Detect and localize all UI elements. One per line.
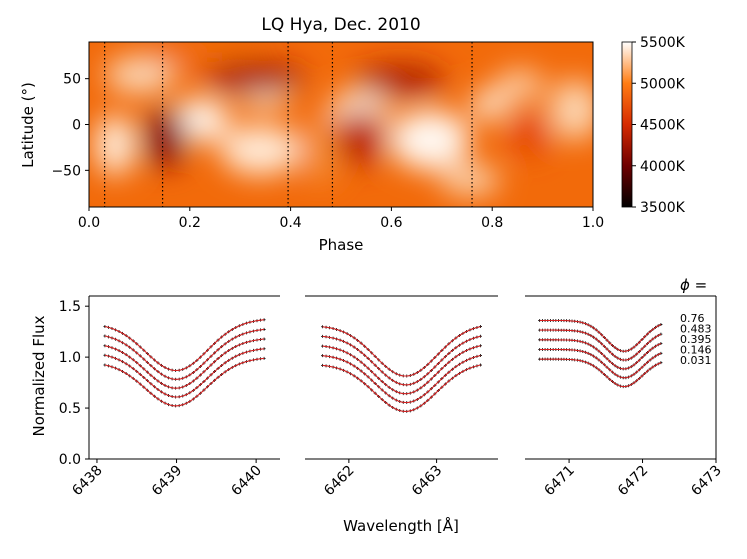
model-profile xyxy=(539,319,662,352)
colorbar-tick-label: 5000K xyxy=(640,76,686,92)
phase-legend-item: 0.146 xyxy=(680,344,712,357)
colorbar-tick-label: 3500K xyxy=(640,200,686,216)
map-title: LQ Hya, Dec. 2010 xyxy=(261,15,420,35)
model-profile xyxy=(104,328,265,380)
map-y-tick-label: 0 xyxy=(72,118,81,134)
temperature-map xyxy=(89,42,593,207)
colorbar xyxy=(621,41,633,208)
colorbar-ticks: 5500K 5000K 4500K 4000K 3500K xyxy=(632,35,686,216)
colorbar-tick-label: 5500K xyxy=(640,35,686,51)
spectrum-panel: 6462 6463 xyxy=(305,295,498,500)
flux-tick-label: 1.0 xyxy=(59,350,81,366)
wavelength-tick-label: 6473 xyxy=(688,463,725,500)
model-profile xyxy=(104,357,265,407)
wavelength-tick-label: 6472 xyxy=(615,463,652,500)
model-profile xyxy=(104,348,265,398)
map-x-tick-label: 0.4 xyxy=(279,215,301,231)
map-axes: 0.0 0.2 0.4 0.6 0.8 1.0 50 0 −50 xyxy=(51,72,604,231)
model-profile xyxy=(322,345,481,395)
model-profile xyxy=(322,326,481,377)
spectra-ylabel: Normalized Flux xyxy=(30,315,48,436)
flux-tick-label: 0.5 xyxy=(59,401,81,417)
model-profile xyxy=(539,358,662,388)
map-x-tick-label: 1.0 xyxy=(582,215,604,231)
wavelength-tick-label: 6440 xyxy=(228,463,265,500)
flux-tick-label: 0.0 xyxy=(59,452,81,468)
map-xlabel: Phase xyxy=(319,236,364,254)
model-profile xyxy=(322,354,481,404)
phase-legend-item: 0.031 xyxy=(680,354,712,367)
observed-profile xyxy=(103,318,266,372)
wavelength-tick-label: 6439 xyxy=(149,463,186,500)
phase-legend-item: 0.483 xyxy=(680,323,712,336)
map-x-tick-label: 0.0 xyxy=(78,215,100,231)
model-profile xyxy=(539,329,662,361)
map-y-tick-label: −50 xyxy=(51,163,81,179)
wavelength-tick-label: 6463 xyxy=(409,463,446,500)
wavelength-tick-label: 6471 xyxy=(541,463,578,500)
map-y-tick-label: 50 xyxy=(63,72,81,88)
colorbar-tick-label: 4500K xyxy=(640,118,686,134)
spectra-xlabel: Wavelength [Å] xyxy=(343,516,459,535)
model-profile xyxy=(104,319,265,372)
observed-profile xyxy=(103,347,266,399)
phase-legend-item: 0.76 xyxy=(680,312,705,325)
map-x-tick-label: 0.6 xyxy=(380,215,402,231)
phase-legend-item: 0.395 xyxy=(680,333,712,346)
flux-tick-label: 1.5 xyxy=(59,299,81,315)
phase-legend-title: ϕ = xyxy=(680,276,707,294)
map-x-tick-label: 0.2 xyxy=(179,215,201,231)
model-profile xyxy=(539,348,662,379)
colorbar-tick-label: 4000K xyxy=(640,159,686,175)
model-profile xyxy=(104,338,265,389)
model-profile xyxy=(539,339,662,370)
map-x-tick-label: 0.8 xyxy=(481,215,503,231)
model-profile xyxy=(322,335,481,386)
model-profile xyxy=(322,364,481,412)
map-ylabel: Latitude (°) xyxy=(19,82,37,168)
wavelength-tick-label: 6462 xyxy=(321,463,358,500)
